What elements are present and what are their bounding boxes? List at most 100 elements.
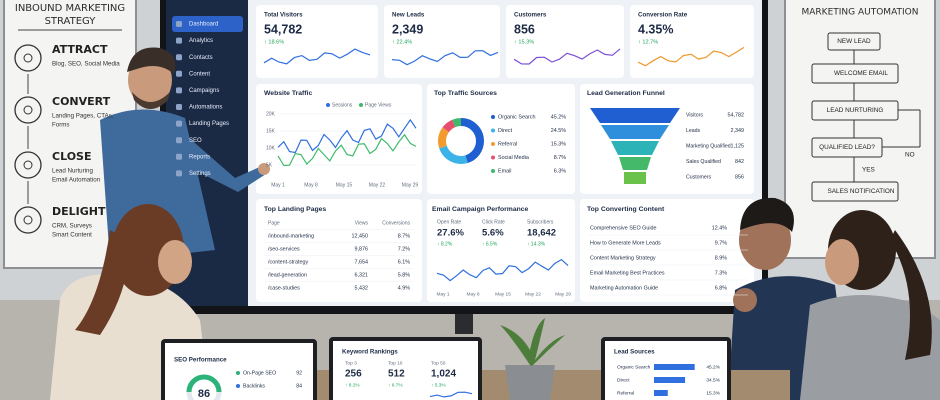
seo-item: Backlinks bbox=[243, 383, 265, 389]
table-cell: 7,654 bbox=[355, 259, 369, 265]
kpi-label: New Leads bbox=[392, 12, 425, 19]
stage-icon bbox=[14, 151, 42, 179]
legend-dot bbox=[491, 169, 495, 173]
kpi-change: ↑ 22.4% bbox=[392, 39, 412, 45]
legend-label: Page Views bbox=[365, 102, 392, 108]
card-title: Email Campaign Performance bbox=[432, 206, 529, 213]
sidebar-item: Reports bbox=[189, 154, 210, 160]
board-title: INBOUND MARKETING bbox=[15, 3, 125, 14]
metric-change: ↑ 8.2% bbox=[437, 241, 453, 247]
y-label: 15K bbox=[266, 128, 276, 134]
stage-detail: Email Automation bbox=[52, 177, 101, 184]
sidebar-item: SEO bbox=[189, 138, 202, 144]
woman-ponytail bbox=[890, 230, 932, 360]
source-name: Social Media bbox=[498, 155, 529, 161]
funnel-value: 2,349 bbox=[731, 128, 745, 134]
metric-label: Click Rate bbox=[482, 219, 505, 225]
flow-step: NEW LEAD bbox=[837, 38, 871, 45]
man-hair bbox=[740, 197, 794, 232]
content-value: 6.8% bbox=[715, 285, 727, 291]
kpi-change: ↑ 18.6% bbox=[264, 39, 284, 45]
stage-detail: CRM, Surveys bbox=[52, 223, 92, 230]
card-title: Website Traffic bbox=[264, 90, 312, 97]
legend-dot bbox=[491, 115, 495, 119]
board-title: STRATEGY bbox=[45, 16, 97, 27]
metric-label: Top 3 bbox=[345, 360, 357, 366]
x-label: May 15 bbox=[495, 291, 511, 297]
stage-detail: Blog, SEO, Social Media bbox=[52, 61, 120, 68]
funnel-stage bbox=[619, 157, 651, 170]
gauge-arc bbox=[186, 374, 222, 393]
card bbox=[506, 5, 624, 78]
stage-icon-dot bbox=[23, 160, 33, 170]
content-value: 8.9% bbox=[715, 255, 727, 261]
funnel-value: 1,125 bbox=[731, 143, 745, 149]
sidebar-icon bbox=[176, 153, 182, 160]
metric-label: Top 50 bbox=[431, 360, 446, 366]
metric-label: Top 10 bbox=[388, 360, 403, 366]
source-name: Referral bbox=[617, 390, 634, 396]
card bbox=[630, 5, 754, 78]
column-header: Page bbox=[268, 220, 280, 226]
tv-stand bbox=[455, 314, 473, 334]
table-cell: 7.2% bbox=[398, 246, 410, 252]
metric-value: 18,642 bbox=[527, 228, 556, 239]
source-bar bbox=[654, 377, 686, 383]
stage-icon-dot bbox=[23, 215, 33, 225]
x-label: May 29 bbox=[555, 291, 571, 297]
sidebar-icon bbox=[176, 137, 182, 144]
card-title: Lead Generation Funnel bbox=[587, 90, 665, 97]
legend-dot bbox=[236, 371, 240, 375]
funnel-name: Marketing Qualified bbox=[686, 143, 731, 149]
presenter-hair bbox=[127, 47, 176, 74]
flow-step: LEAD NURTURING bbox=[827, 107, 884, 114]
funnel-stage bbox=[624, 172, 646, 184]
metric-value: 512 bbox=[388, 369, 405, 380]
sidebar-item: Campaigns bbox=[189, 88, 219, 94]
kpi-change: ↑ 12.7% bbox=[638, 39, 658, 45]
content-value: 12.4% bbox=[712, 225, 727, 231]
y-label: 5K bbox=[266, 162, 273, 168]
funnel-stage bbox=[601, 125, 669, 139]
stage-detail: Lead Nurturing bbox=[52, 168, 93, 175]
card bbox=[580, 199, 754, 302]
content-value: 9.7% bbox=[715, 240, 727, 246]
stage-name: ATTRACT bbox=[52, 43, 108, 56]
y-label: 20K bbox=[266, 111, 276, 117]
source-name: Organic Search bbox=[498, 114, 535, 120]
x-label: May 15 bbox=[336, 182, 353, 188]
sidebar-icon bbox=[176, 70, 182, 77]
column-header: Conversions bbox=[382, 220, 410, 226]
table-cell: /lead-generation bbox=[268, 272, 307, 278]
card-title: Top Converting Content bbox=[587, 206, 665, 213]
seo-item-value: 92 bbox=[296, 370, 302, 376]
flow-step: SALES NOTIFICATION bbox=[828, 188, 895, 195]
y-label: 10K bbox=[266, 145, 276, 151]
seo-item-value: 84 bbox=[296, 383, 302, 389]
stage-icon bbox=[14, 96, 42, 124]
kpi-label: Total Visitors bbox=[264, 12, 303, 19]
flow-step: WELCOME EMAIL bbox=[834, 70, 888, 77]
sidebar-icon bbox=[176, 170, 182, 177]
flow-step: QUALIFIED LEAD? bbox=[819, 144, 875, 151]
table-cell: 9,876 bbox=[355, 246, 369, 252]
column-header: Views bbox=[355, 220, 369, 226]
table-cell: 5.8% bbox=[398, 272, 410, 278]
woman-right bbox=[800, 210, 940, 400]
stage-icon bbox=[14, 206, 42, 234]
card bbox=[427, 84, 575, 194]
funnel-value: 842 bbox=[735, 159, 744, 165]
sidebar-item: Automations bbox=[189, 105, 222, 111]
stage-detail: Forms bbox=[52, 122, 70, 129]
source-value: 8.7% bbox=[554, 155, 566, 161]
plant bbox=[500, 318, 565, 366]
flow-yes: YES bbox=[862, 167, 875, 174]
source-name: Direct bbox=[498, 128, 513, 134]
laptop-title: SEO Performance bbox=[174, 357, 227, 364]
funnel-stage bbox=[590, 108, 680, 123]
sidebar-active bbox=[172, 16, 243, 32]
metric-change: ↑ 8.2% bbox=[345, 382, 360, 388]
metric-change: ↑ 14.3% bbox=[527, 241, 546, 247]
x-label: May 1 bbox=[271, 182, 285, 188]
content-value: 7.3% bbox=[715, 270, 727, 276]
